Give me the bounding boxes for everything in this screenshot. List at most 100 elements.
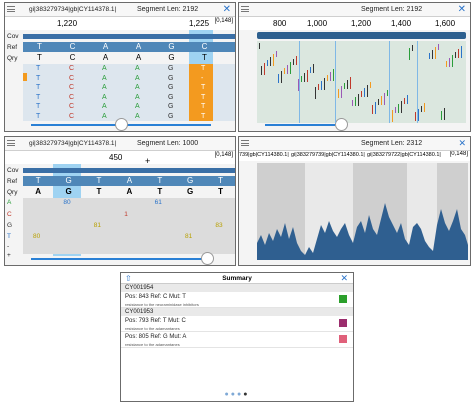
variant-marker	[327, 75, 328, 81]
page-dot-active[interactable]: ●	[243, 391, 250, 398]
close-icon[interactable]: ✕	[457, 4, 466, 15]
variant-marker	[259, 43, 260, 49]
menu-icon[interactable]	[7, 139, 15, 148]
sequence-id-label: 739|gb|CY114380.1|	[239, 152, 289, 158]
variant-marker	[435, 47, 436, 59]
page-dot[interactable]: ●	[230, 391, 237, 398]
read-start-marker	[23, 73, 27, 81]
read-base: A	[135, 93, 140, 101]
menu-icon[interactable]	[241, 139, 249, 148]
variant-marker	[429, 53, 430, 59]
variant-marker	[395, 107, 396, 113]
mutation-item[interactable]: Pos: 843 Ref: C Mut: T resistance to the…	[121, 292, 353, 308]
scroll-knob[interactable]	[115, 118, 128, 131]
position-guide-line	[299, 41, 300, 123]
variant-marker	[367, 85, 368, 97]
mutation-note: resistance to the adamantanes	[125, 326, 180, 331]
color-swatch	[339, 295, 347, 303]
variant-marker	[318, 84, 319, 90]
share-icon[interactable]: ⇧	[125, 274, 132, 283]
variant-marker	[398, 104, 399, 113]
close-icon[interactable]: ✕	[458, 138, 466, 148]
ref-base: C	[69, 42, 76, 51]
ref-base: A	[135, 42, 142, 51]
mutation-item[interactable]: Pos: 805 Ref: G Mut: A resistance to the…	[121, 332, 353, 348]
color-swatch	[339, 319, 347, 327]
panel-header: Segment Len: 2192 ✕	[239, 3, 470, 17]
read-base: G	[168, 65, 174, 72]
row-label-ref: Ref	[7, 44, 18, 51]
read-base: T	[201, 112, 206, 120]
qry-base: T	[218, 187, 223, 196]
variant-marker	[276, 51, 277, 57]
read-base: T	[36, 74, 41, 82]
page-dot[interactable]: ●	[224, 391, 231, 398]
position-ruler: 450 + [0,148]	[5, 151, 235, 166]
tick-label: 800	[273, 19, 287, 28]
mutation-note: resistance to the neuraminidase inhibito…	[125, 302, 199, 307]
page-dot[interactable]: ●	[237, 391, 244, 398]
page-indicator[interactable]: ●●●●	[121, 391, 353, 398]
variant-marker	[372, 105, 373, 114]
sequence-id-label: gi|383279722|gb|CY114380.1|	[367, 152, 441, 158]
variant-marker	[324, 78, 325, 90]
read-base: T	[201, 84, 206, 91]
segment-length-label: Segment Len: 2192	[361, 6, 423, 13]
scroll-knob[interactable]	[201, 252, 214, 265]
variant-marker	[264, 63, 265, 75]
row-label: Ref	[7, 178, 18, 185]
panel-header: gi|383279734|gb|CY114378.1| Segment Len:…	[5, 137, 235, 151]
scrollbar[interactable]	[265, 124, 335, 126]
variant-marker	[341, 86, 342, 98]
mutation-text: Pos: 793 Ref: T Mut: C	[125, 318, 186, 324]
scroll-knob[interactable]	[335, 118, 348, 131]
qry-base: A	[102, 53, 109, 62]
query-row: T C A A G T	[23, 53, 235, 63]
variant-marker	[281, 71, 282, 83]
read-base: A	[102, 112, 107, 120]
read-base: G	[168, 103, 174, 110]
mutation-item[interactable]: Pos: 793 Ref: T Mut: C resistance to the…	[121, 316, 353, 332]
variant-marker	[330, 72, 331, 81]
overview-panel-top-right: Segment Len: 2192 ✕ 800 1,000 1,200 1,40…	[238, 2, 471, 132]
row-label: Cov	[7, 167, 19, 174]
qry-base: A	[135, 53, 142, 62]
tick-label: 1,400	[391, 19, 412, 28]
coverage-bar	[23, 168, 235, 173]
variant-marker	[352, 100, 353, 106]
menu-icon[interactable]	[241, 5, 249, 14]
read-base: C	[69, 112, 75, 120]
read-base: G	[168, 93, 174, 101]
variant-marker	[347, 80, 348, 89]
variant-marker	[307, 70, 308, 82]
variant-marker	[278, 74, 279, 83]
sequence-id-label: gi|383279734|gb|CY114378.1|	[29, 6, 117, 13]
variant-marker	[378, 99, 379, 105]
row-label-qry: Qry	[7, 55, 18, 62]
variant-marker	[358, 94, 359, 106]
ref-base: G	[65, 176, 72, 185]
read-base: A	[135, 65, 140, 72]
menu-icon[interactable]	[7, 5, 15, 14]
profile-grid	[23, 198, 235, 254]
mutation-text: Pos: 843 Ref: C Mut: T	[125, 294, 186, 300]
close-icon[interactable]: ✕	[340, 273, 348, 283]
ref-base: T	[35, 176, 41, 185]
variant-marker	[310, 67, 311, 73]
sequence-id-label: gi|383279739|gb|CY114380.1|	[291, 152, 365, 158]
coverage-bar	[23, 34, 235, 39]
variant-marker	[344, 83, 345, 89]
segment-length-label: Segment Len: 2192	[137, 6, 199, 13]
tick-label: 1,600	[435, 19, 456, 28]
color-swatch	[339, 335, 347, 343]
qry-base: A	[126, 187, 133, 196]
read-base: C	[69, 74, 75, 82]
variant-marker	[387, 90, 388, 96]
close-icon[interactable]: ✕	[222, 4, 231, 15]
scrollbar[interactable]	[31, 258, 211, 260]
summary-title: Summary	[222, 275, 252, 282]
base-count: 61	[154, 199, 162, 206]
group-header: CY001953	[121, 308, 353, 316]
qry-base: A	[35, 187, 42, 196]
qry-base: G	[65, 187, 72, 196]
